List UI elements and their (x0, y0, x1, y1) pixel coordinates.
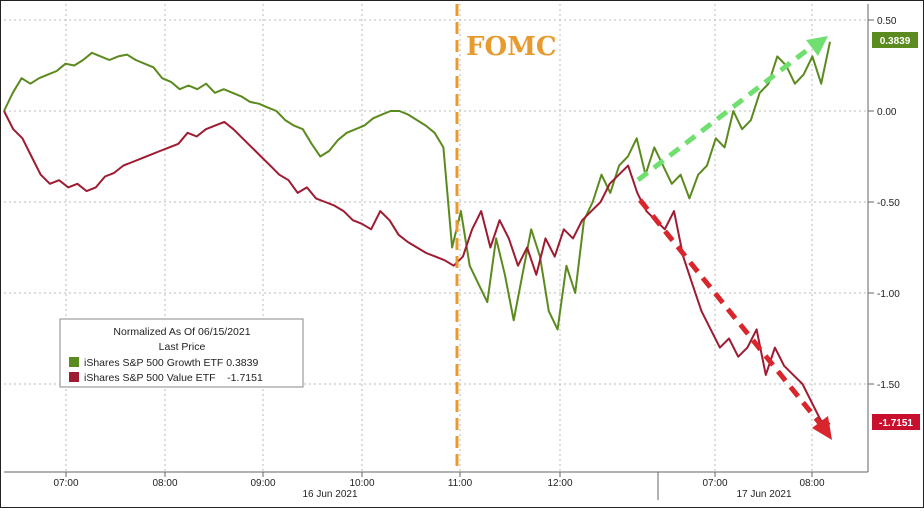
y-tick-label: 0.50 (877, 16, 897, 27)
growth-last-badge: 0.3839 (872, 32, 918, 48)
x-tick-label: 11:00 (448, 478, 473, 489)
x-tick-label: 08:00 (799, 478, 824, 489)
x-tick-label: 08:00 (152, 478, 177, 489)
legend-swatch-value (69, 372, 79, 382)
legend-entry-value: iShares S&P 500 Value ETF -1.7151 (84, 372, 263, 384)
y-tick-label: -0.50 (877, 198, 900, 209)
legend-title: Normalized As Of 06/15/2021 (113, 326, 250, 338)
x-tick-label: 12:00 (547, 478, 572, 489)
y-ticks: 0.50 0.00 -0.50 -1.00 -1.50 (868, 16, 900, 391)
x-tick-label: 07:00 (702, 478, 727, 489)
date-label-1: 16 Jun 2021 (302, 489, 357, 500)
series-line-value (3, 110, 831, 425)
x-ticks: 07:00 08:00 09:00 10:00 11:00 12:00 07:00 08:00 (53, 472, 825, 500)
x-tick-label: 09:00 (250, 478, 275, 489)
legend: Normalized As Of 06/15/2021 Last Price i… (59, 318, 304, 388)
growth-last-value: 0.3839 (880, 36, 911, 47)
x-tick-label: 10:00 (349, 478, 374, 489)
red-trend-arrow (638, 198, 832, 440)
legend-entry-growth: iShares S&P 500 Growth ETF 0.3839 (84, 357, 258, 369)
y-tick-label: -1.00 (877, 289, 900, 300)
legend-swatch-growth (69, 357, 79, 367)
green-trend-arrow (636, 36, 828, 182)
series-layer (3, 41, 831, 425)
legend-box (59, 318, 304, 388)
date-label-2: 17 Jun 2021 (736, 489, 791, 500)
value-last-badge: -1.7151 (872, 414, 920, 430)
value-last-value: -1.7151 (879, 418, 913, 429)
x-tick-label: 07:00 (53, 478, 78, 489)
y-tick-label: -1.50 (877, 380, 900, 391)
legend-subtitle: Last Price (159, 341, 206, 353)
fomc-label: FOMC (466, 32, 557, 62)
series-line-growth (3, 41, 831, 331)
y-tick-label: 0.00 (877, 107, 897, 118)
